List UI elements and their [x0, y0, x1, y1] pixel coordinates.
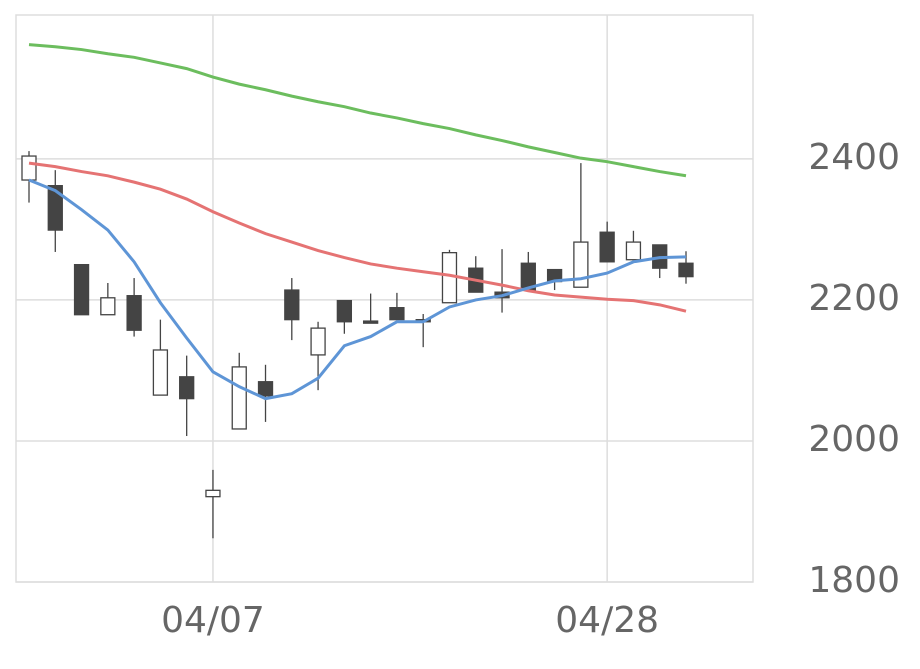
candle-body: [152, 349, 169, 396]
moving-average-line: [28, 161, 687, 313]
moving-average-line: [28, 178, 687, 401]
y-tick-label: 1800: [808, 560, 900, 601]
candle-body: [205, 489, 221, 498]
candle-body: [573, 241, 589, 288]
y-tick-label: 2000: [808, 419, 900, 460]
candle-body: [389, 307, 405, 321]
x-tick-label: 04/28: [555, 600, 659, 641]
moving-average-line: [28, 43, 687, 178]
candle-body: [310, 327, 326, 356]
candle-body: [336, 299, 353, 323]
candle-body: [179, 376, 195, 400]
candle-body: [362, 320, 379, 324]
candle-body: [126, 295, 142, 331]
candle-body: [625, 241, 642, 261]
candle-body: [284, 289, 300, 321]
candle-body: [678, 262, 694, 278]
candle-body: [231, 366, 247, 430]
x-tick-label: 04/07: [161, 600, 265, 641]
candle-body: [73, 263, 90, 316]
candle-body: [47, 185, 63, 231]
candle-body: [599, 231, 615, 263]
y-tick-label: 2200: [808, 278, 900, 319]
candle-body: [21, 155, 37, 181]
candle-body: [100, 297, 116, 316]
candle-body: [441, 252, 458, 304]
candle-body: [257, 381, 274, 397]
y-tick-label: 2400: [808, 137, 900, 178]
